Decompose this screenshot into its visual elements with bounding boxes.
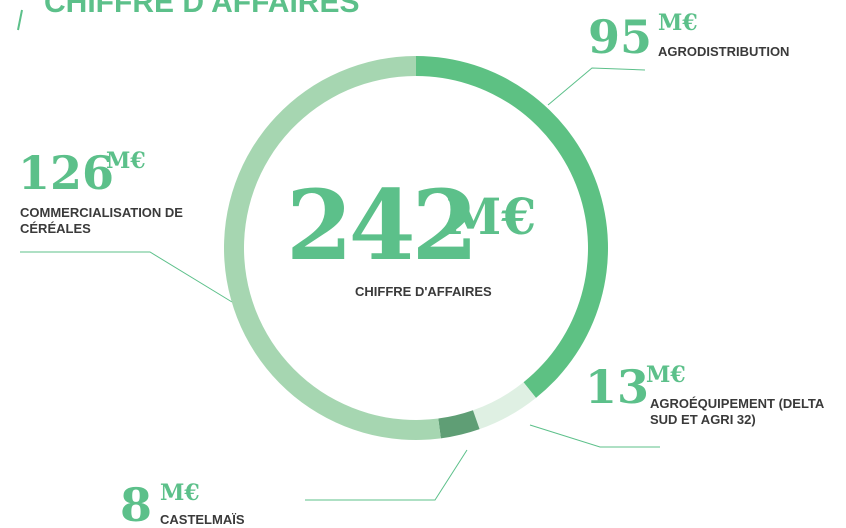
value-unit: M€ <box>160 480 200 506</box>
total-unit: M€ <box>446 187 537 246</box>
value-unit: M€ <box>646 362 686 388</box>
category-label: AGRODISTRIBUTION <box>658 44 790 59</box>
donut-segment <box>472 382 536 430</box>
total-value: 242 <box>286 169 478 282</box>
category-label: CASTELMAÏS <box>160 512 245 527</box>
category-label: AGROÉQUIPEMENT (DELTA SUD ET AGRI 32) <box>650 396 824 427</box>
value-label: 8 <box>120 478 153 528</box>
value-label: 126 <box>18 146 115 200</box>
value-unit: M€ <box>658 10 698 36</box>
value-label: 13 <box>585 360 650 414</box>
donut-segment <box>416 56 608 398</box>
total-label: CHIFFRE D'AFFAIRES <box>355 284 492 299</box>
leader-lines <box>17 9 660 501</box>
chart-title: CHIFFRE D'AFFAIRES <box>44 0 360 19</box>
value-label: 95 <box>588 10 653 64</box>
category-label: COMMERCIALISATION DE CÉRÉALES <box>20 205 183 236</box>
donut-segment <box>438 410 480 439</box>
value-unit: M€ <box>106 148 146 174</box>
